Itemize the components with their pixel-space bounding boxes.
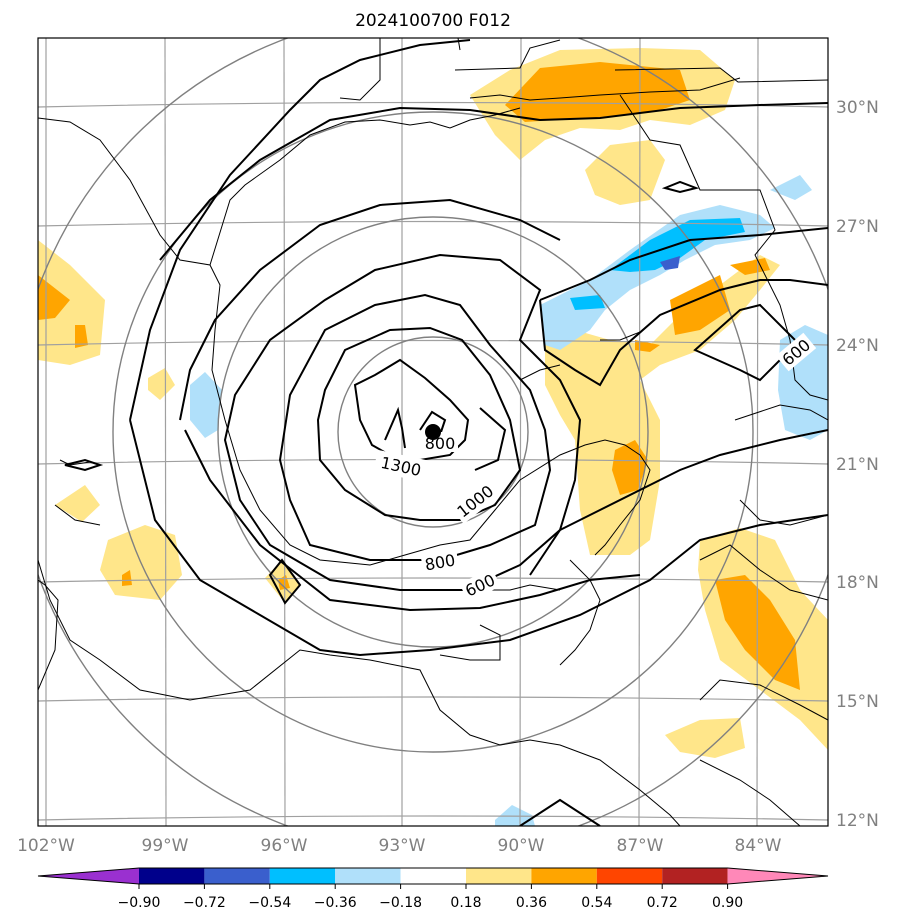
colorbar-swatch — [400, 868, 466, 884]
lat-label: 24°N — [836, 336, 879, 356]
range-rings — [38, 38, 828, 826]
colorbar-tick-label: −0.72 — [183, 895, 226, 911]
latitude-labels: 30°N 27°N 24°N 21°N 18°N 15°N 12°N — [836, 98, 879, 831]
lon-label: 96°W — [261, 836, 308, 856]
lon-label: 102°W — [17, 836, 75, 856]
colorbar-tick-label: 0.54 — [581, 895, 612, 911]
colorbar-tick-label: −0.54 — [248, 895, 291, 911]
colorbar-swatch — [466, 868, 532, 884]
lon-label: 99°W — [142, 836, 189, 856]
map-area: 1300 1000 800 800 600 600 — [38, 38, 828, 826]
lon-label: 93°W — [379, 836, 426, 856]
colorbar-swatch — [269, 868, 336, 884]
colorbar: −0.90 −0.72 −0.54 −0.36 −0.18 0.18 0.36 … — [37, 867, 829, 911]
colorbar-swatch — [662, 868, 728, 884]
anomaly-shading — [38, 48, 828, 826]
colorbar-tick-label: 0.18 — [450, 895, 481, 911]
lat-label: 27°N — [836, 217, 879, 237]
lon-label: 90°W — [498, 836, 545, 856]
lon-label: 87°W — [617, 836, 664, 856]
lat-label: 30°N — [836, 98, 879, 118]
colorbar-swatch — [335, 868, 401, 884]
lat-label: 18°N — [836, 573, 879, 593]
storm-center-marker — [425, 424, 441, 440]
colorbar-swatch — [204, 868, 270, 884]
lat-label: 12°N — [836, 811, 879, 831]
colorbar-swatch — [596, 868, 663, 884]
colorbar-swatch — [139, 868, 205, 884]
map-frame — [37, 37, 829, 827]
lat-label: 15°N — [836, 692, 879, 712]
colorbar-swatch — [531, 868, 597, 884]
colorbar-tick-label: 0.36 — [516, 895, 547, 911]
contour-lines — [64, 39, 828, 826]
lat-label: 21°N — [836, 455, 879, 475]
colorbar-tick-label: 0.90 — [712, 895, 743, 911]
colorbar-extend-high — [727, 868, 828, 884]
coastlines — [38, 38, 828, 826]
colorbar-tick-label: −0.18 — [379, 895, 422, 911]
colorbar-tick-label: −0.36 — [314, 895, 357, 911]
colorbar-extend-low — [38, 868, 139, 884]
longitude-labels: 102°W 99°W 96°W 93°W 90°W 87°W 84°W — [17, 836, 782, 856]
colorbar-tick-label: 0.72 — [647, 895, 678, 911]
colorbar-tick-label: −0.90 — [118, 895, 161, 911]
figure-title: 2024100700 F012 — [355, 11, 511, 31]
lon-label: 84°W — [735, 836, 782, 856]
